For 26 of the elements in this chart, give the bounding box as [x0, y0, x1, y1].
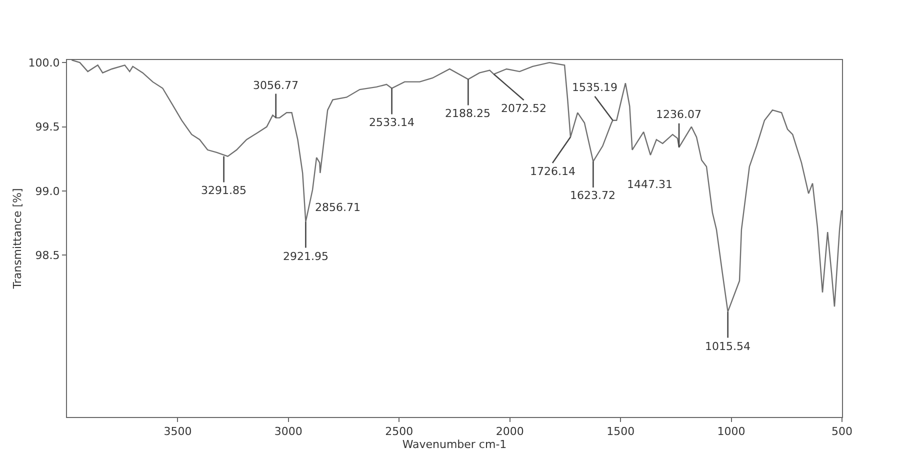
annotation: 1236.07: [656, 108, 702, 121]
x-tick-label: 3000: [274, 425, 302, 438]
x-tick-label: 2000: [496, 425, 524, 438]
annotation: 1447.31: [627, 178, 672, 191]
x-tick-label: 3500: [164, 425, 192, 438]
annotation: 1623.72: [570, 189, 616, 202]
annotation: 2072.52: [501, 102, 546, 115]
x-tick-label: 1500: [606, 425, 635, 438]
annotation: 2188.25: [445, 107, 490, 120]
annotation: 2856.71: [315, 201, 360, 214]
x-tick-label: 1000: [717, 425, 746, 438]
y-tick-label: 99.0: [35, 184, 60, 198]
y-tick-label: 100.0: [28, 56, 60, 70]
annotation: 2921.95: [283, 250, 328, 263]
annotation: 3291.85: [201, 184, 246, 197]
y-axis-title: Transmittance [%]: [10, 188, 24, 290]
annotation: 2533.14: [369, 116, 414, 129]
x-tick-label: 500: [832, 425, 852, 438]
annotation: 1535.19: [572, 81, 618, 94]
annotation: 1015.54: [705, 340, 750, 353]
y-tick-label: 98.5: [35, 249, 60, 262]
y-tick-label: 99.5: [35, 120, 60, 134]
annotation: 3056.77: [253, 79, 298, 92]
annotation: 1726.14: [530, 165, 576, 178]
x-tick-label: 2500: [385, 425, 414, 438]
x-axis-title: Wavenumber cm-1: [402, 438, 507, 452]
